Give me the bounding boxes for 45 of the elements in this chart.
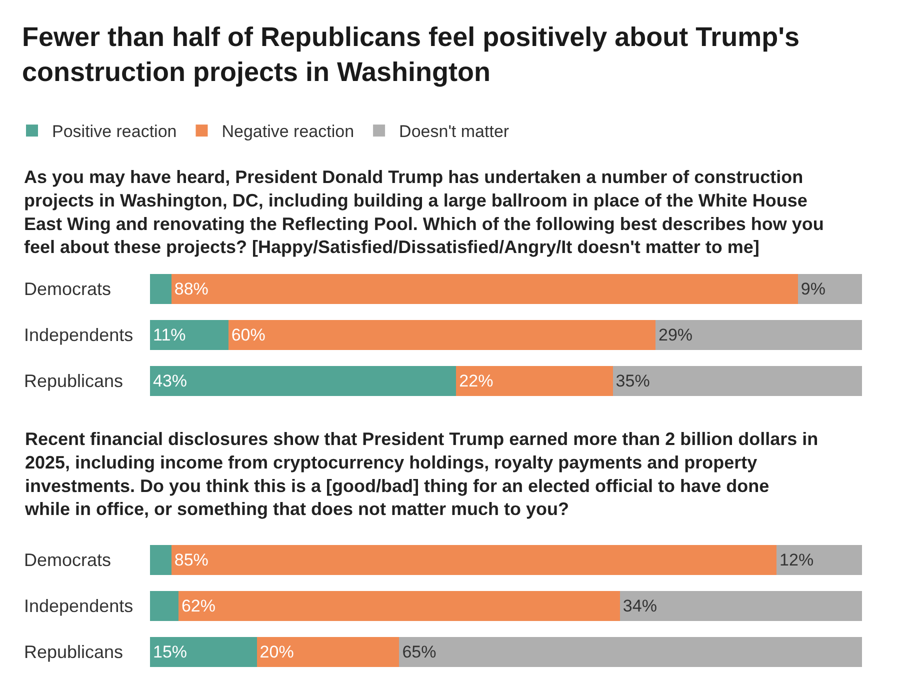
bar xyxy=(150,591,178,621)
chart-subtitle: Recent financial disclosures show that President Trump earned more than 2 billion dollars in 2025, including income from cryptocurrency holdings, royalty payments and property investments. Do you think this is a [good/bad] thing for an elected official to have done while in office, or something that does not matter much to you? xyxy=(24,429,818,520)
bar xyxy=(620,591,862,621)
bar xyxy=(150,545,172,575)
legend-label: Positive reaction xyxy=(52,122,177,142)
data-label: 43% xyxy=(153,372,188,390)
bar xyxy=(171,274,798,304)
bar xyxy=(776,545,862,575)
bar xyxy=(150,274,172,304)
y-tick-label: Democrats xyxy=(24,279,112,299)
data-label: 60% xyxy=(231,326,266,344)
bar xyxy=(656,320,862,350)
data-label: 15% xyxy=(153,642,188,662)
legend-label: Doesn't matter xyxy=(399,122,510,142)
data-label: 20% xyxy=(260,642,294,662)
bar xyxy=(150,320,228,350)
bar xyxy=(150,637,257,667)
data-label: 35% xyxy=(616,372,650,390)
data-label: 85% xyxy=(174,550,208,570)
data-label: 34% xyxy=(622,596,657,616)
legend-label: Negative reaction xyxy=(222,122,354,142)
data-label: 88% xyxy=(174,280,208,298)
bar xyxy=(178,591,620,621)
data-label: 11% xyxy=(153,326,186,344)
data-label: 12% xyxy=(780,550,814,570)
bar xyxy=(399,637,862,667)
bar xyxy=(798,274,862,304)
bar xyxy=(612,366,862,396)
bar xyxy=(171,545,777,575)
bar xyxy=(256,637,400,667)
data-label: 29% xyxy=(658,326,693,344)
bar xyxy=(456,366,613,396)
y-tick-label: Republicans xyxy=(24,642,124,662)
y-tick-label: Republicans xyxy=(24,371,124,391)
y-tick-label: Democrats xyxy=(24,550,112,570)
data-label: 62% xyxy=(181,596,216,616)
data-label: 9% xyxy=(800,280,826,298)
data-label: 22% xyxy=(459,372,494,390)
y-tick-label: Independents xyxy=(24,325,134,345)
chart-title: Fewer than half of Republicans feel positively about Trump's construction projects in Washington xyxy=(22,22,800,88)
bar xyxy=(228,320,656,350)
y-tick-label: Independents xyxy=(24,596,134,616)
bar xyxy=(150,366,456,396)
chart-subtitle: As you may have heard, President Donald Trump has undertaken a number of construction projects in Washington, DC, including building a large ballroom in place of the White House East Wing and renovating the Reflecting Pool. Which of the following best describes how you feel about these projects? [Happy/Satisfied/Dissatisfied/Angry/It doesn't matter to me] xyxy=(24,167,824,258)
data-label: 65% xyxy=(402,642,436,662)
